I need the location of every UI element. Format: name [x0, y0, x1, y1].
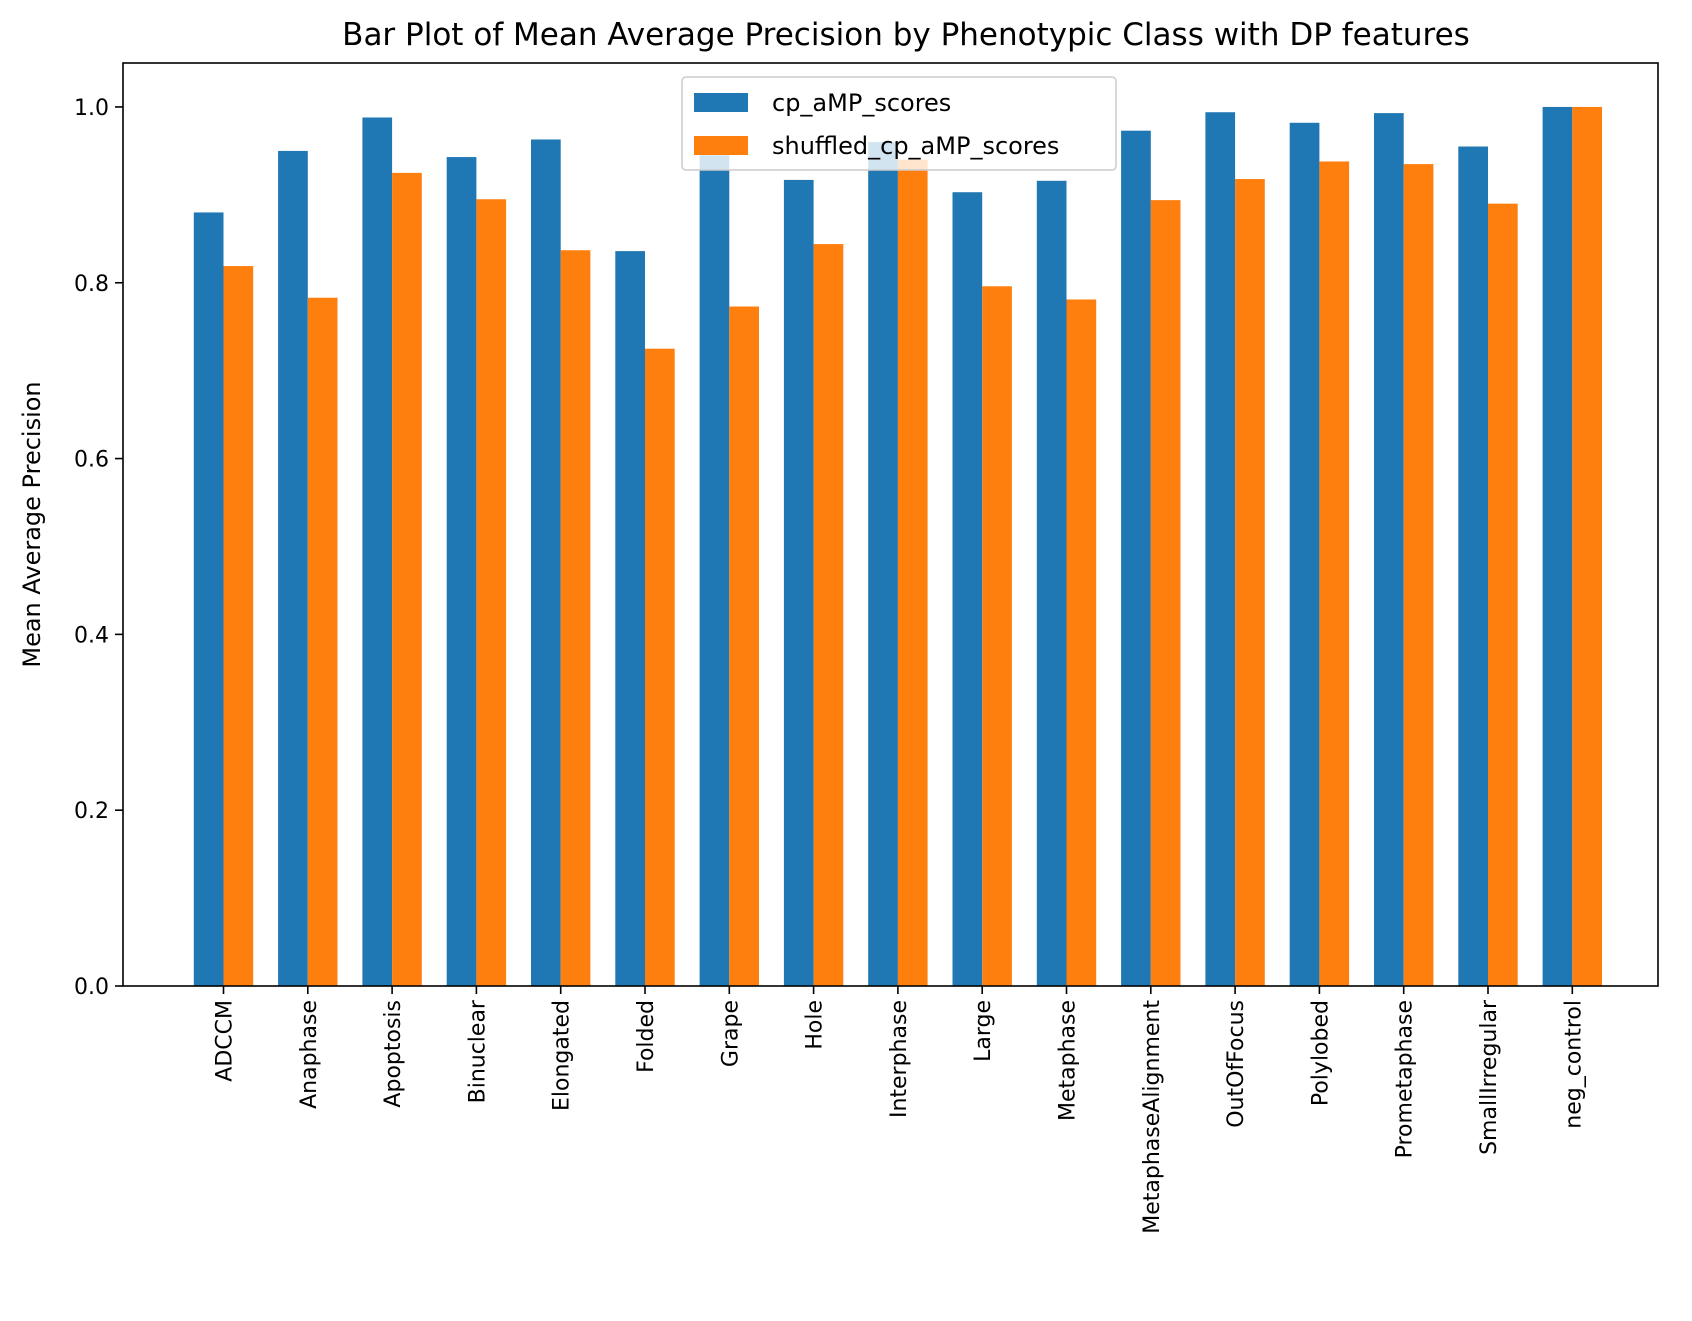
bar-cp-neg-control — [1542, 106, 1573, 986]
y-tick-label: 0.4 — [74, 623, 109, 648]
y-tick-label: 1.0 — [74, 96, 109, 121]
bar-cp-polylobed — [1289, 122, 1320, 986]
x-tick-label: Binuclear — [465, 999, 490, 1103]
bar-shuffled-neg-control — [1572, 106, 1602, 986]
bar-cp-large — [952, 192, 983, 987]
y-tick-label: 0.6 — [74, 448, 109, 473]
legend-swatch — [694, 136, 748, 155]
x-tick-label: Metaphase — [1056, 1000, 1081, 1121]
bar-shuffled-apoptosis — [392, 172, 422, 986]
bar-shuffled-hole — [813, 244, 844, 986]
bar-shuffled-polylobed — [1319, 161, 1350, 986]
bar-cp-apoptosis — [362, 117, 393, 986]
x-tick-label: SmallIrregular — [1477, 999, 1502, 1155]
bars-group — [193, 106, 1602, 987]
bar-shuffled-binuclear — [476, 199, 507, 986]
x-tick-label: Apoptosis — [381, 1000, 406, 1108]
bar-cp-prometaphase — [1374, 113, 1404, 987]
x-tick-label: OutOfFocus — [1224, 1000, 1249, 1128]
bar-cp-binuclear — [446, 157, 477, 986]
y-tick-label: 0.2 — [74, 799, 109, 824]
y-axis: 0.0 0.2 0.4 0.6 0.8 1.0 — [74, 96, 123, 1000]
chart-title: Bar Plot of Mean Average Precision by Ph… — [342, 17, 1470, 53]
bar-cp-metaphase — [1036, 180, 1067, 987]
bar-cp-hole — [783, 179, 814, 986]
x-tick-label: Prometaphase — [1393, 1000, 1418, 1158]
y-axis-label: Mean Average Precision — [18, 381, 46, 667]
bar-cp-metaphasealignment — [1121, 130, 1151, 986]
bar-shuffled-metaphasealignment — [1150, 200, 1181, 986]
bar-cp-outoffocus — [1205, 112, 1236, 987]
x-tick-label: Hole — [803, 1000, 828, 1050]
y-tick-label: 0.8 — [74, 272, 109, 297]
bar-shuffled-folded — [645, 348, 675, 986]
bar-shuffled-anaphase — [307, 297, 338, 987]
bar-shuffled-interphase — [897, 159, 928, 986]
legend: cp_aMP_scores shuffled_cp_aMP_scores — [681, 76, 1117, 171]
x-axis: ADCCM Anaphase Apoptosis Binuclear Elongated… — [213, 986, 1586, 1234]
bar-shuffled-large — [982, 286, 1012, 986]
x-tick-label: Polylobed — [1308, 1000, 1333, 1106]
x-tick-label: Interphase — [887, 1000, 912, 1118]
x-tick-label: ADCCM — [213, 1000, 238, 1082]
x-tick-label: Elongated — [550, 1000, 575, 1111]
bar-shuffled-outoffocus — [1235, 179, 1265, 986]
bar-shuffled-metaphase — [1066, 299, 1097, 987]
x-tick-label: Anaphase — [297, 1000, 322, 1109]
legend-label: cp_aMP_scores — [772, 89, 951, 117]
bar-cp-elongated — [531, 139, 561, 987]
legend-label: shuffled_cp_aMP_scores — [772, 132, 1059, 160]
bar-shuffled-prometaphase — [1403, 164, 1434, 987]
x-tick-label: neg_control — [1561, 1000, 1586, 1129]
bar-shuffled-adccm — [223, 266, 254, 986]
x-tick-label: MetaphaseAlignment — [1140, 1000, 1165, 1234]
bar-shuffled-elongated — [560, 250, 591, 987]
x-tick-label: Folded — [634, 1000, 659, 1073]
y-tick-label: 0.0 — [74, 975, 109, 1000]
bar-shuffled-grape — [729, 306, 759, 986]
bar-cp-anaphase — [278, 150, 308, 986]
legend-swatch — [694, 93, 748, 112]
bar-shuffled-smallirregular — [1488, 203, 1518, 986]
bar-cp-smallirregular — [1458, 146, 1488, 986]
bar-cp-interphase — [868, 142, 898, 987]
plot-frame — [122, 62, 1659, 987]
x-tick-label: Large — [971, 1000, 996, 1062]
bar-cp-folded — [615, 251, 645, 986]
bar-cp-grape — [699, 155, 730, 987]
x-tick-label: Grape — [718, 1000, 743, 1067]
legend-box — [681, 76, 1117, 171]
bar-cp-adccm — [193, 212, 224, 986]
